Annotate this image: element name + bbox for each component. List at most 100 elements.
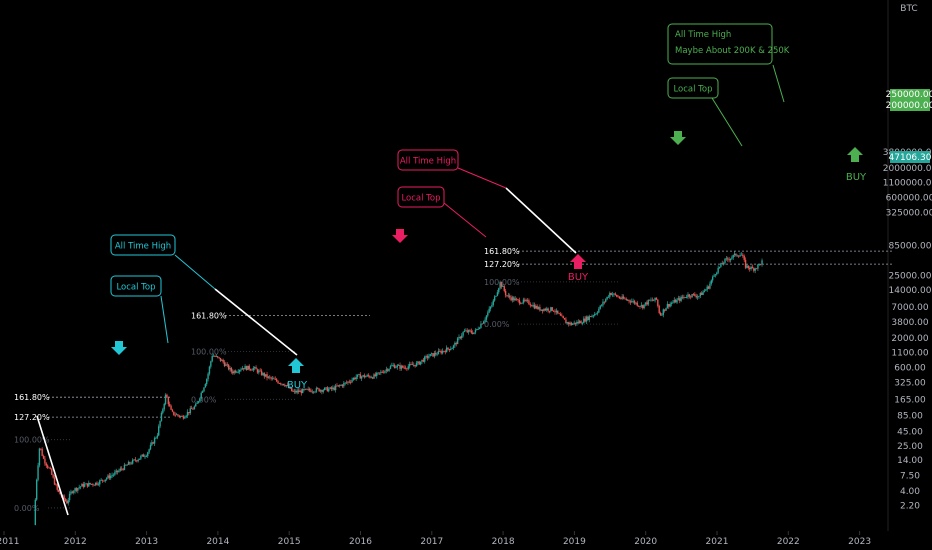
candle-body (271, 378, 274, 380)
candle-body (746, 265, 748, 268)
candle-body (247, 365, 249, 371)
y-tick-label: 2.20 (900, 502, 920, 512)
callout-ath-3-line2: Maybe About 200K & 250K (675, 46, 790, 56)
callout-local-top-2-text: Local Top (401, 194, 440, 204)
candle-body (477, 328, 479, 330)
candle-body (133, 459, 135, 461)
fib-level-label: 0.00% (191, 395, 217, 404)
price-axis[interactable]: BTC 3800000.002000000.001100000.00600000… (883, 4, 932, 512)
candle-body (600, 305, 603, 307)
candle-body (487, 312, 489, 316)
candle-body (83, 484, 86, 487)
candle-body (695, 295, 697, 298)
candle-body (495, 295, 497, 297)
candle-body (754, 268, 756, 271)
candle-body (373, 374, 375, 379)
candle-body (255, 367, 257, 370)
candle-body (365, 376, 367, 378)
candle-body (536, 305, 538, 309)
candle-body (196, 402, 198, 404)
target-label-250k: 250000.00 (886, 90, 932, 100)
candle-body (130, 463, 132, 465)
candle-body (35, 479, 38, 500)
candle-body (684, 296, 686, 298)
candle-body (709, 283, 711, 289)
x-tick-label: 2015 (278, 537, 301, 547)
x-tick-label: 2013 (135, 537, 158, 547)
candle-body (428, 356, 430, 358)
candle-body (355, 376, 357, 380)
y-tick-label: 1100000.00 (883, 179, 932, 189)
candle-body (721, 263, 723, 265)
projection-line (772, 64, 785, 103)
candle-body (595, 313, 597, 315)
candle-body (374, 374, 377, 377)
candle-body (270, 377, 272, 379)
callout-local-top-1: Local Top (110, 275, 169, 344)
candle-body (407, 366, 409, 369)
candle-body (584, 318, 586, 322)
candle-body (181, 416, 183, 417)
candle-body (114, 472, 116, 475)
candle-body (79, 486, 82, 488)
candle-body (391, 365, 393, 367)
candle-body (535, 305, 537, 309)
candle-body (642, 305, 644, 309)
candle-body (223, 362, 226, 367)
candle-body (42, 455, 45, 459)
fib-level-label: 161.80% (484, 247, 520, 256)
candle-body (232, 371, 234, 374)
candle-body (666, 304, 669, 308)
candle-body (659, 312, 662, 316)
candle-body (626, 299, 629, 301)
candle-body (203, 387, 205, 392)
x-tick-label: 2022 (777, 537, 800, 547)
candle-body (632, 300, 634, 302)
candle-body (332, 387, 334, 390)
time-axis[interactable]: 2011 2012 2013 2014 2015 2016 2017 2018 2019 2020… (0, 531, 871, 547)
candle-body (506, 295, 508, 297)
candle-body (200, 392, 202, 399)
y-tick-label: 165.00 (894, 395, 926, 405)
candle-body (241, 368, 244, 370)
candle-body (640, 305, 643, 307)
candle-body (236, 371, 238, 373)
candle-body (520, 303, 522, 305)
candle-body (112, 474, 115, 476)
candle-body (733, 253, 736, 256)
candle-body (219, 357, 222, 361)
candle-body (629, 301, 632, 303)
candle-body (360, 376, 363, 379)
candle-body (451, 348, 453, 349)
candle-body (275, 379, 278, 382)
candle-body (75, 488, 78, 491)
candle-body (107, 475, 109, 479)
candle-body (174, 414, 176, 416)
candle-body (462, 331, 464, 336)
candle-body (668, 304, 670, 307)
candle-body (278, 383, 281, 384)
candle-body (744, 259, 747, 268)
candle-body (529, 304, 532, 306)
candle-body (328, 388, 330, 392)
candle-body (503, 286, 505, 291)
candle-body (410, 363, 412, 365)
candle-body (537, 306, 540, 309)
candle-body (687, 294, 689, 298)
candle-body (63, 495, 65, 500)
candle-body (291, 387, 293, 392)
candle-body (285, 385, 287, 387)
candle-body (311, 391, 313, 393)
candle-body (474, 329, 477, 333)
candle-body (185, 415, 187, 418)
candle-body (277, 381, 279, 384)
candle-body (259, 370, 261, 372)
candle-body (178, 415, 180, 417)
candle-body (639, 306, 641, 307)
candle-body (382, 372, 385, 374)
candle-body (171, 409, 174, 412)
candle-body (248, 365, 250, 370)
candle-body (653, 300, 655, 302)
candle-body (347, 381, 349, 383)
